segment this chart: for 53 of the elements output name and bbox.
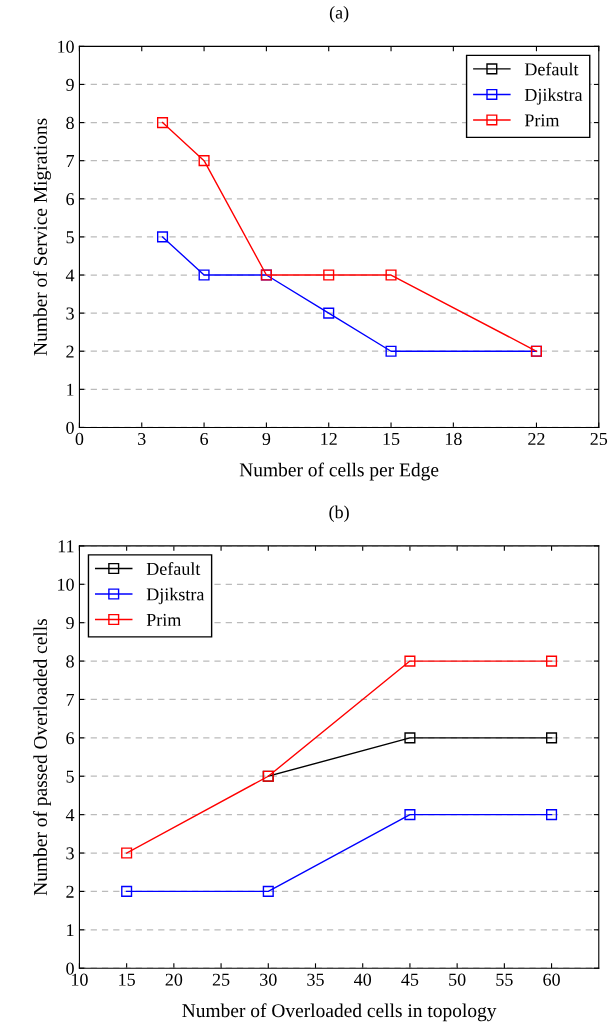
y-tick-label: 4	[65, 269, 75, 282]
y-axis-title: Number of Service Migrations	[33, 118, 51, 356]
x-tick-label: 9	[262, 432, 271, 446]
x-tick-label: 50	[449, 973, 466, 986]
y-tick-label: 2	[66, 345, 74, 358]
x-tick-label: 55	[496, 973, 513, 986]
x-tick-label: 12	[321, 432, 337, 445]
y-tick-label: 3	[66, 307, 74, 320]
y-tick-label: 4	[65, 809, 75, 821]
legend-label: Prim	[146, 613, 182, 626]
y-tick-label: 3	[66, 847, 74, 860]
y-tick-label: 2	[66, 885, 74, 898]
y-axis-title: Number of passed Overloaded cells	[33, 618, 51, 896]
x-tick-label: 35	[307, 973, 324, 986]
y-tick-label: 10	[58, 578, 74, 591]
x-axis-title: Number of cells per Edge	[239, 462, 439, 481]
legend-label: Djikstra	[146, 587, 205, 605]
y-tick-label: 1	[67, 924, 74, 937]
y-tick-label: 9	[66, 616, 74, 630]
x-axis-title: Number of Overloaded cells in topology	[182, 1003, 497, 1022]
y-tick-label: 7	[66, 693, 75, 706]
x-tick-label: 15	[383, 432, 400, 446]
y-tick-label: 9	[66, 78, 74, 91]
x-tick-label: 22	[528, 432, 545, 445]
legend-label: Default	[524, 62, 579, 76]
y-tick-label: 10	[58, 40, 74, 53]
y-tick-label: 8	[66, 116, 74, 130]
y-tick-label: 5	[66, 770, 74, 783]
y-tick-label: 8	[66, 655, 74, 668]
legend-label: Prim	[524, 114, 560, 127]
y-tick-label: 0	[66, 962, 74, 975]
x-tick-label: 18	[445, 432, 462, 446]
y-tick-label: 7	[66, 155, 75, 167]
y-tick-label: 11	[58, 540, 74, 553]
x-tick-label: 25	[212, 973, 230, 986]
chart-title: (a)	[329, 6, 349, 23]
y-tick-label: 5	[66, 231, 74, 244]
y-tick-label: 6	[66, 732, 75, 745]
x-tick-label: 3	[138, 432, 146, 446]
chart-title: (b)	[329, 505, 349, 522]
x-tick-label: 25	[590, 432, 608, 446]
legend-label: Default	[146, 562, 201, 575]
y-tick-label: 6	[66, 193, 75, 206]
x-tick-label: 20	[165, 973, 183, 986]
x-tick-label: 60	[543, 973, 560, 986]
x-tick-label: 15	[119, 973, 135, 986]
x-tick-label: 40	[354, 973, 372, 986]
x-tick-label: 45	[401, 973, 419, 986]
x-tick-label: 30	[260, 973, 277, 986]
legend-label: Djikstra	[524, 88, 583, 105]
x-tick-label: 6	[200, 432, 209, 446]
y-tick-label: 1	[67, 383, 74, 396]
y-tick-label: 0	[66, 421, 74, 434]
